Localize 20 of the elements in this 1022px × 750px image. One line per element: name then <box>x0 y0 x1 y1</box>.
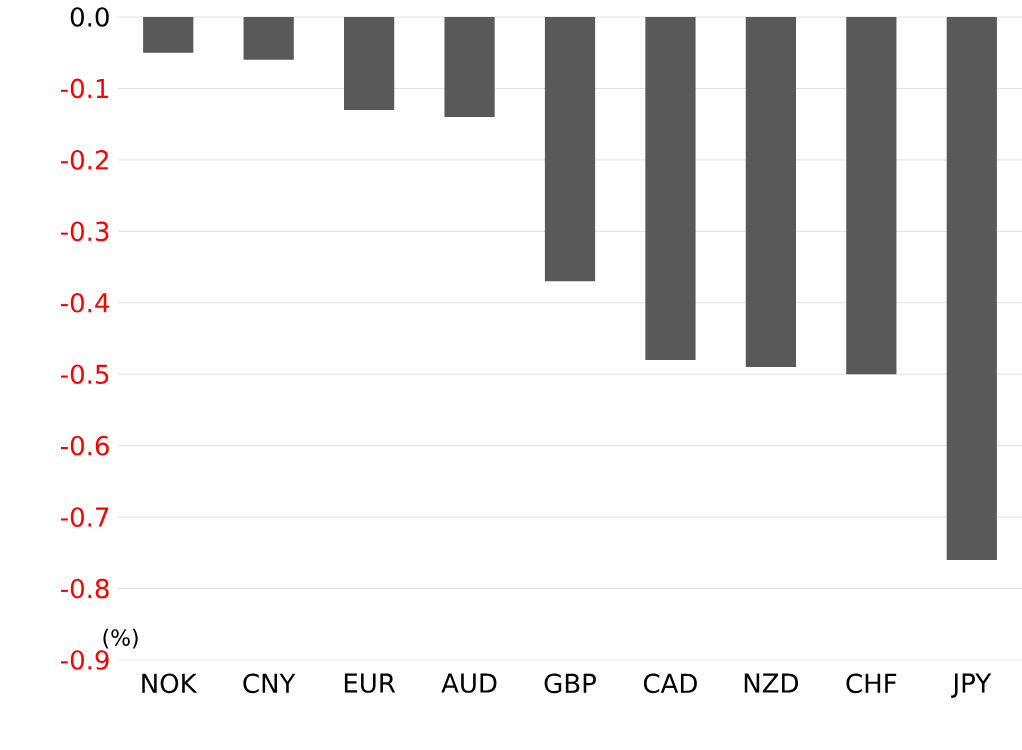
y-tick-label: -0.4 <box>61 292 110 313</box>
x-tick-label: EUR <box>344 673 396 693</box>
y-tick-label: 0.0 <box>70 7 109 27</box>
x-tick-label: CHF <box>846 673 897 694</box>
y-tick-label: -0.6 <box>61 435 109 456</box>
x-tick-label: CNY <box>243 673 296 694</box>
y-tick-label: -0.5 <box>61 364 109 385</box>
x-tick-label: NZD <box>744 673 798 693</box>
y-axis-title: (%) <box>103 628 138 649</box>
y-tick-label: -0.2 <box>61 150 108 170</box>
y-tick-label: -0.8 <box>61 578 109 599</box>
x-tick-label: CAD <box>643 673 697 694</box>
y-tick-label: -0.7 <box>61 507 109 527</box>
x-tick-label: NOK <box>142 673 198 694</box>
x-tick-label: AUD <box>441 673 497 693</box>
x-tick-label: JPY <box>951 673 992 698</box>
x-tick-label: GBP <box>544 673 596 694</box>
y-tick-label: -0.3 <box>61 221 109 242</box>
y-tick-label: -0.9 <box>61 650 109 670</box>
y-tick-label: -0.1 <box>61 78 109 99</box>
